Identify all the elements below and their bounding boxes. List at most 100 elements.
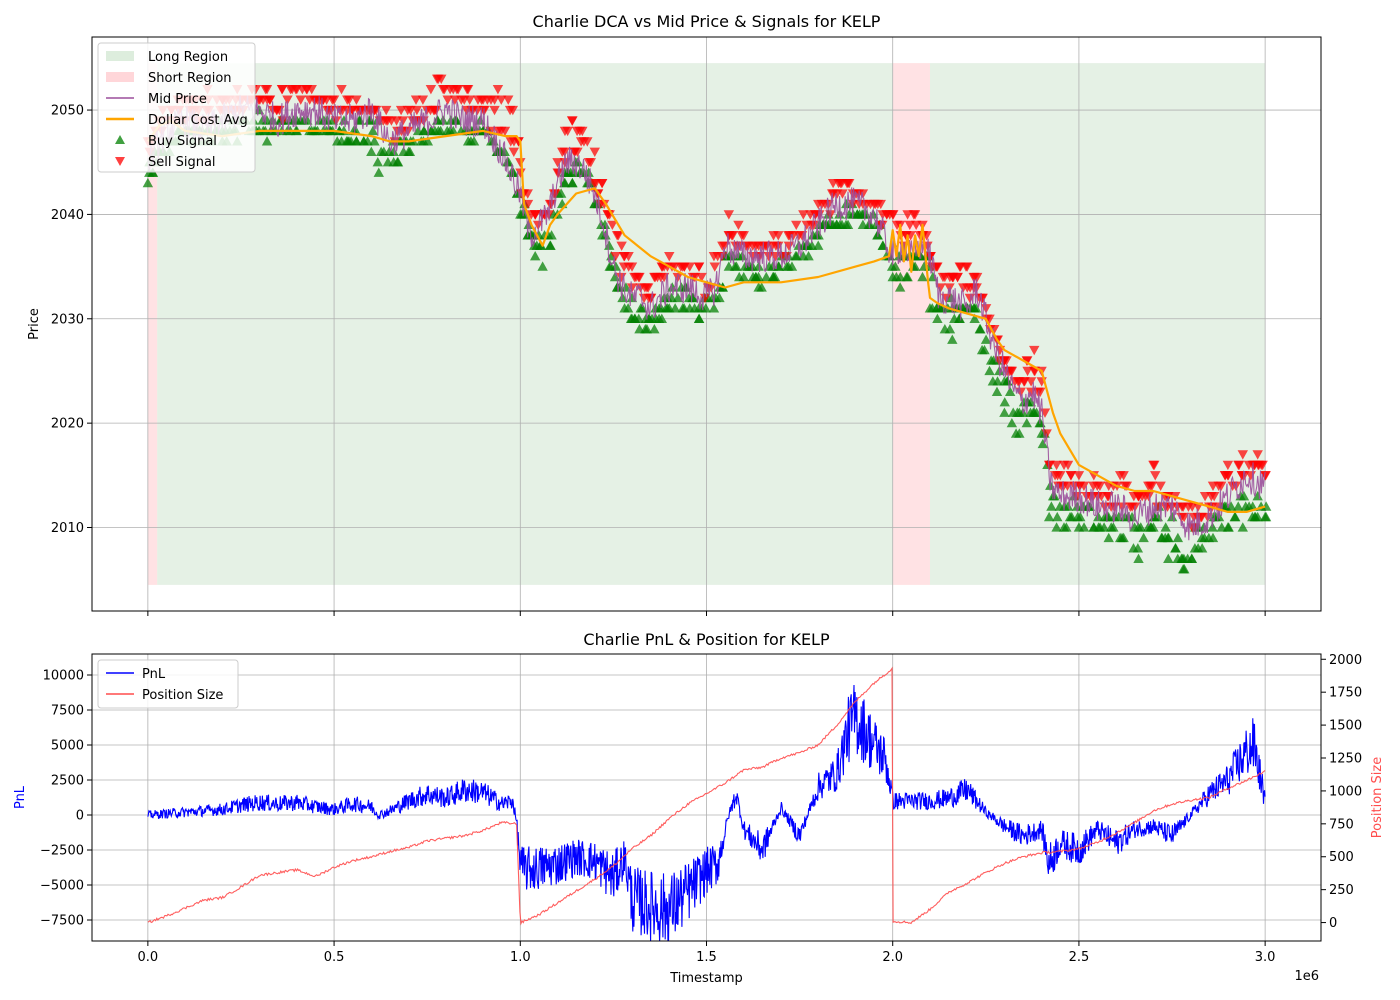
legend-short-region-swatch: [106, 72, 134, 82]
position-y-tick-label: 2000: [1329, 653, 1362, 668]
short-region-band-0: [147, 63, 158, 585]
sell-signal-point: [290, 85, 301, 95]
sell-signal-point: [937, 272, 949, 283]
buy-signal-point: [932, 313, 943, 323]
sell-signal-point: [552, 158, 563, 168]
sell-signal-point: [397, 116, 409, 126]
price-y-tick-label: 2040: [51, 208, 84, 223]
sell-signal-point: [1155, 481, 1166, 491]
long-region-band-1: [157, 63, 893, 585]
position-y-tick-label: 1250: [1329, 752, 1362, 767]
sell-signal-point: [773, 231, 784, 241]
buy-signal-point: [669, 303, 681, 313]
sell-signal-point: [503, 95, 514, 105]
sell-signal-point: [1237, 450, 1248, 460]
position-y-tick-label: 500: [1329, 850, 1354, 865]
sell-signal-point: [381, 105, 392, 116]
buy-signal-point: [756, 282, 767, 292]
buy-signal-point: [840, 219, 852, 230]
buy-signal-point: [1145, 522, 1156, 532]
buy-signal-point: [708, 303, 720, 313]
buy-signal-point: [367, 125, 379, 136]
sell-signal-point: [515, 158, 526, 168]
buy-signal-point: [731, 261, 742, 271]
sell-signal-point: [277, 85, 288, 95]
buy-signal-point: [351, 136, 362, 146]
price-legend-label: Short Region: [148, 71, 232, 86]
buy-signal-point: [1223, 522, 1234, 532]
sell-signal-point: [328, 95, 340, 105]
sell-signal-point: [705, 283, 717, 293]
sell-signal-point: [264, 95, 275, 105]
sell-signal-point: [395, 105, 407, 116]
sell-signal-point: [464, 95, 475, 105]
buy-signal-point: [1004, 386, 1016, 396]
sell-signal-point: [699, 293, 711, 304]
sell-signal-point: [1143, 492, 1154, 502]
price-y-axis-label: Price: [27, 308, 42, 340]
sell-signal-point: [798, 210, 809, 220]
sell-signal-point: [572, 147, 583, 157]
x-axis-offset-label: 1e6: [1294, 969, 1319, 984]
sell-signal-point: [736, 231, 748, 241]
position-y-tick-label: 1500: [1329, 719, 1362, 734]
sell-signal-point: [508, 147, 520, 157]
buy-signal-point: [672, 292, 684, 303]
buy-signal-point: [803, 250, 814, 261]
buy-signal-point: [653, 313, 665, 323]
sell-signal-point: [1252, 450, 1263, 460]
sell-signal-point: [1233, 460, 1245, 471]
buy-signal-point: [1225, 501, 1237, 511]
sell-signal-point: [1094, 481, 1106, 491]
buy-signal-point: [953, 313, 965, 323]
position-y-axis-label: Position Size: [1370, 757, 1385, 838]
buy-signal-point: [1170, 543, 1181, 553]
sell-signal-point: [1001, 356, 1012, 366]
pnl-x-tick-label: 2.5: [1069, 950, 1090, 965]
pnl-x-tick-label: 1.5: [696, 950, 717, 965]
pnl-y-tick-label: 5000: [51, 739, 84, 754]
sell-signal-point: [664, 252, 675, 262]
buy-signal-point: [537, 261, 548, 271]
sell-signal-point: [1223, 471, 1234, 481]
buy-signal-point: [369, 136, 380, 146]
sell-signal-point: [723, 210, 735, 220]
sell-signal-point: [596, 178, 608, 189]
sell-signal-point: [1222, 460, 1234, 471]
buy-signal-point: [980, 334, 992, 344]
sell-signal-point: [613, 231, 624, 241]
buy-signal-point: [890, 261, 901, 271]
price-chart: Charlie DCA vs Mid Price & Signals for K…: [27, 12, 1322, 616]
sell-signal-point: [684, 262, 695, 272]
sell-signal-point: [875, 199, 886, 210]
pnl-y-tick-label: −5000: [40, 879, 84, 894]
buy-signal-point: [444, 125, 456, 136]
buy-signal-point: [1135, 522, 1146, 532]
legend-long-region-swatch: [106, 51, 134, 61]
sell-signal-point: [1073, 471, 1085, 481]
sell-signal-point: [1078, 481, 1090, 491]
sell-signal-point: [623, 262, 634, 272]
sell-signal-point: [1062, 460, 1074, 471]
position-size-line: [147, 666, 1266, 926]
sell-signal-point: [1055, 471, 1066, 481]
sell-signal-point: [905, 231, 916, 241]
sell-signal-point: [489, 95, 500, 105]
buy-signal-point: [1108, 522, 1119, 532]
sell-signal-point: [411, 105, 423, 116]
sell-signal-point: [562, 126, 573, 137]
price-legend: Long Region Short Region Mid Price Dollar C…: [97, 42, 256, 173]
pnl-y-tick-label: 7500: [51, 704, 84, 719]
sell-signal-point: [577, 126, 588, 137]
sell-signal-point: [559, 147, 570, 157]
buy-signal-point: [1179, 564, 1190, 574]
sell-signal-point: [891, 220, 903, 231]
sell-signal-point: [589, 147, 600, 157]
sell-signal-point: [633, 272, 644, 283]
sell-signal-point: [1051, 460, 1062, 471]
sell-signal-point: [733, 220, 744, 231]
sell-signal-point: [1149, 460, 1160, 471]
pnl-x-tick-label: 0.5: [324, 950, 345, 965]
buy-signal-point: [1249, 511, 1260, 522]
